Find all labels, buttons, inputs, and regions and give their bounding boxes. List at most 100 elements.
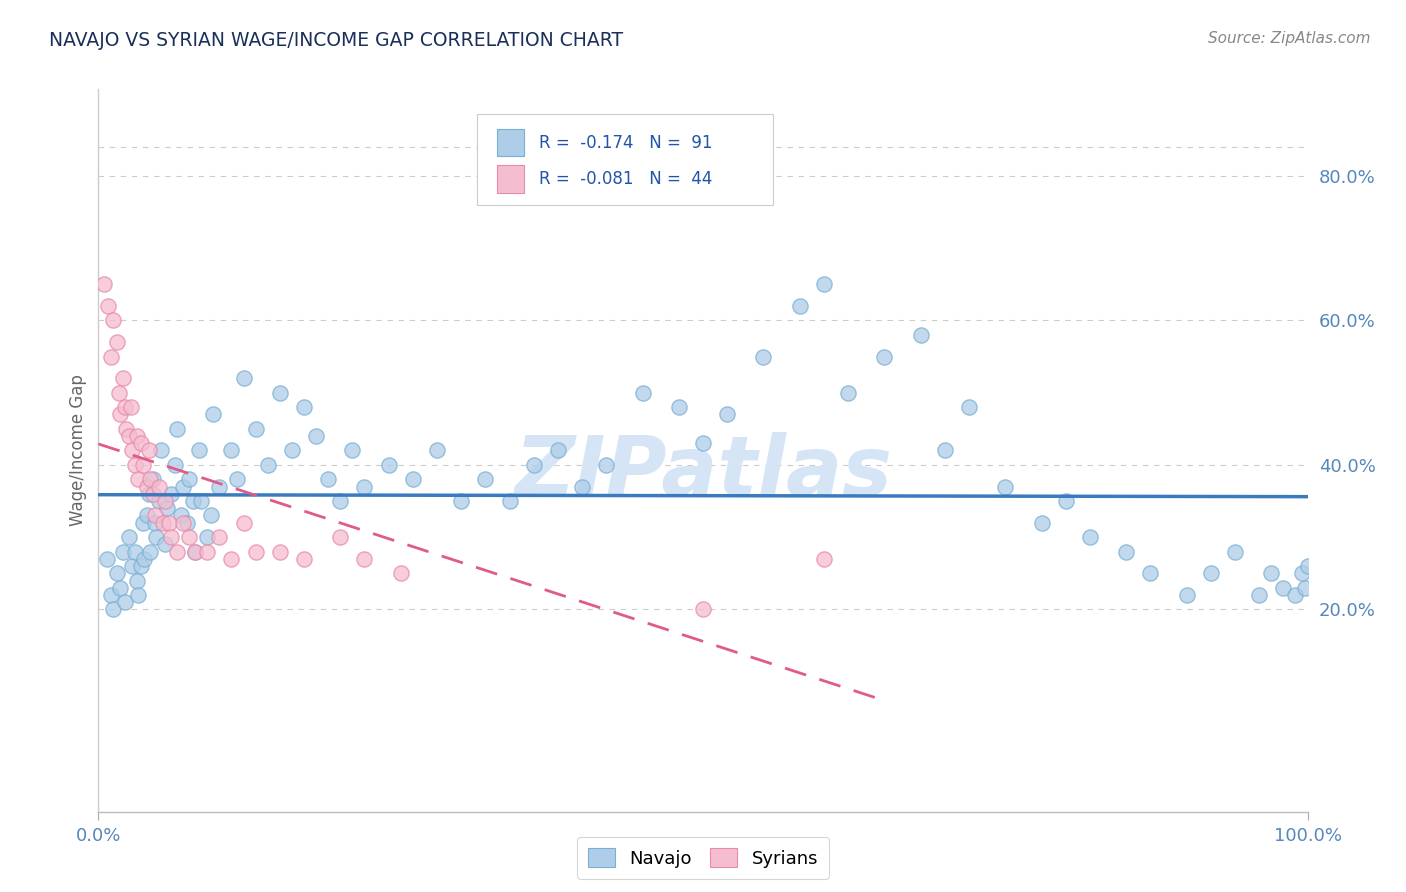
Point	[118, 530, 141, 544]
Point	[169, 508, 191, 523]
Point	[208, 530, 231, 544]
Point	[547, 443, 569, 458]
Point	[202, 407, 225, 422]
Point	[571, 480, 593, 494]
Point	[166, 544, 188, 558]
Point	[143, 508, 166, 523]
Point	[281, 443, 304, 458]
Point	[184, 544, 207, 558]
Point	[208, 480, 231, 494]
Point	[789, 299, 811, 313]
Point	[316, 472, 339, 486]
Point	[232, 516, 254, 530]
Point	[111, 371, 134, 385]
Point	[114, 400, 136, 414]
Point	[1031, 516, 1053, 530]
Point	[1296, 559, 1319, 574]
Point	[121, 443, 143, 458]
Point	[111, 544, 134, 558]
Point	[115, 422, 138, 436]
Point	[179, 530, 201, 544]
Point	[668, 400, 690, 414]
Point	[692, 602, 714, 616]
Point	[1260, 566, 1282, 581]
Point	[426, 443, 449, 458]
Point	[813, 277, 835, 292]
Point	[93, 277, 115, 292]
Point	[101, 313, 124, 327]
Point	[245, 422, 267, 436]
Y-axis label: Wage/Income Gap: Wage/Income Gap	[69, 375, 87, 526]
Point	[1078, 530, 1101, 544]
Point	[134, 551, 156, 566]
Point	[127, 588, 149, 602]
Point	[1249, 588, 1271, 602]
Point	[377, 458, 399, 472]
Point	[389, 566, 412, 581]
Point	[166, 422, 188, 436]
Point	[145, 530, 167, 544]
Point	[994, 480, 1017, 494]
Point	[221, 443, 243, 458]
Text: NAVAJO VS SYRIAN WAGE/INCOME GAP CORRELATION CHART: NAVAJO VS SYRIAN WAGE/INCOME GAP CORRELA…	[49, 31, 623, 50]
Point	[353, 551, 375, 566]
Point	[100, 588, 122, 602]
Point	[813, 551, 835, 566]
Point	[631, 385, 654, 400]
Bar	[498, 129, 524, 156]
Point	[329, 494, 352, 508]
Point	[105, 566, 128, 581]
Point	[873, 350, 896, 364]
Point	[187, 443, 209, 458]
Point	[957, 400, 980, 414]
Point	[184, 544, 207, 558]
Point	[1199, 566, 1222, 581]
Point	[129, 559, 152, 574]
Point	[1054, 494, 1077, 508]
FancyBboxPatch shape	[477, 114, 773, 205]
Point	[160, 487, 183, 501]
Point	[100, 350, 122, 364]
Point	[181, 494, 204, 508]
Point	[135, 508, 157, 523]
Text: R =  -0.174   N =  91: R = -0.174 N = 91	[538, 134, 711, 152]
Text: R =  -0.081   N =  44: R = -0.081 N = 44	[538, 169, 711, 188]
Point	[143, 516, 166, 530]
Point	[153, 537, 176, 551]
Point	[121, 559, 143, 574]
Point	[139, 472, 162, 486]
Point	[101, 602, 124, 616]
Point	[139, 544, 162, 558]
Point	[108, 385, 131, 400]
Point	[156, 501, 179, 516]
Legend: Navajo, Syrians: Navajo, Syrians	[576, 838, 830, 879]
Point	[138, 487, 160, 501]
Point	[245, 544, 267, 558]
Point	[148, 494, 170, 508]
Point	[200, 508, 222, 523]
Point	[127, 429, 149, 443]
Point	[934, 443, 956, 458]
Point	[1291, 566, 1313, 581]
Point	[142, 487, 165, 501]
Point	[132, 516, 155, 530]
Point	[221, 551, 243, 566]
Point	[127, 472, 149, 486]
Point	[96, 551, 118, 566]
Point	[176, 516, 198, 530]
Point	[160, 530, 183, 544]
Point	[498, 494, 520, 508]
Point	[269, 544, 291, 558]
Point	[142, 472, 165, 486]
Point	[329, 530, 352, 544]
Point	[305, 429, 328, 443]
Point	[150, 443, 173, 458]
Point	[163, 458, 186, 472]
Point	[402, 472, 425, 486]
Point	[1139, 566, 1161, 581]
Point	[120, 400, 142, 414]
Point	[132, 458, 155, 472]
Point	[105, 334, 128, 349]
Point	[256, 458, 278, 472]
Point	[1175, 588, 1198, 602]
